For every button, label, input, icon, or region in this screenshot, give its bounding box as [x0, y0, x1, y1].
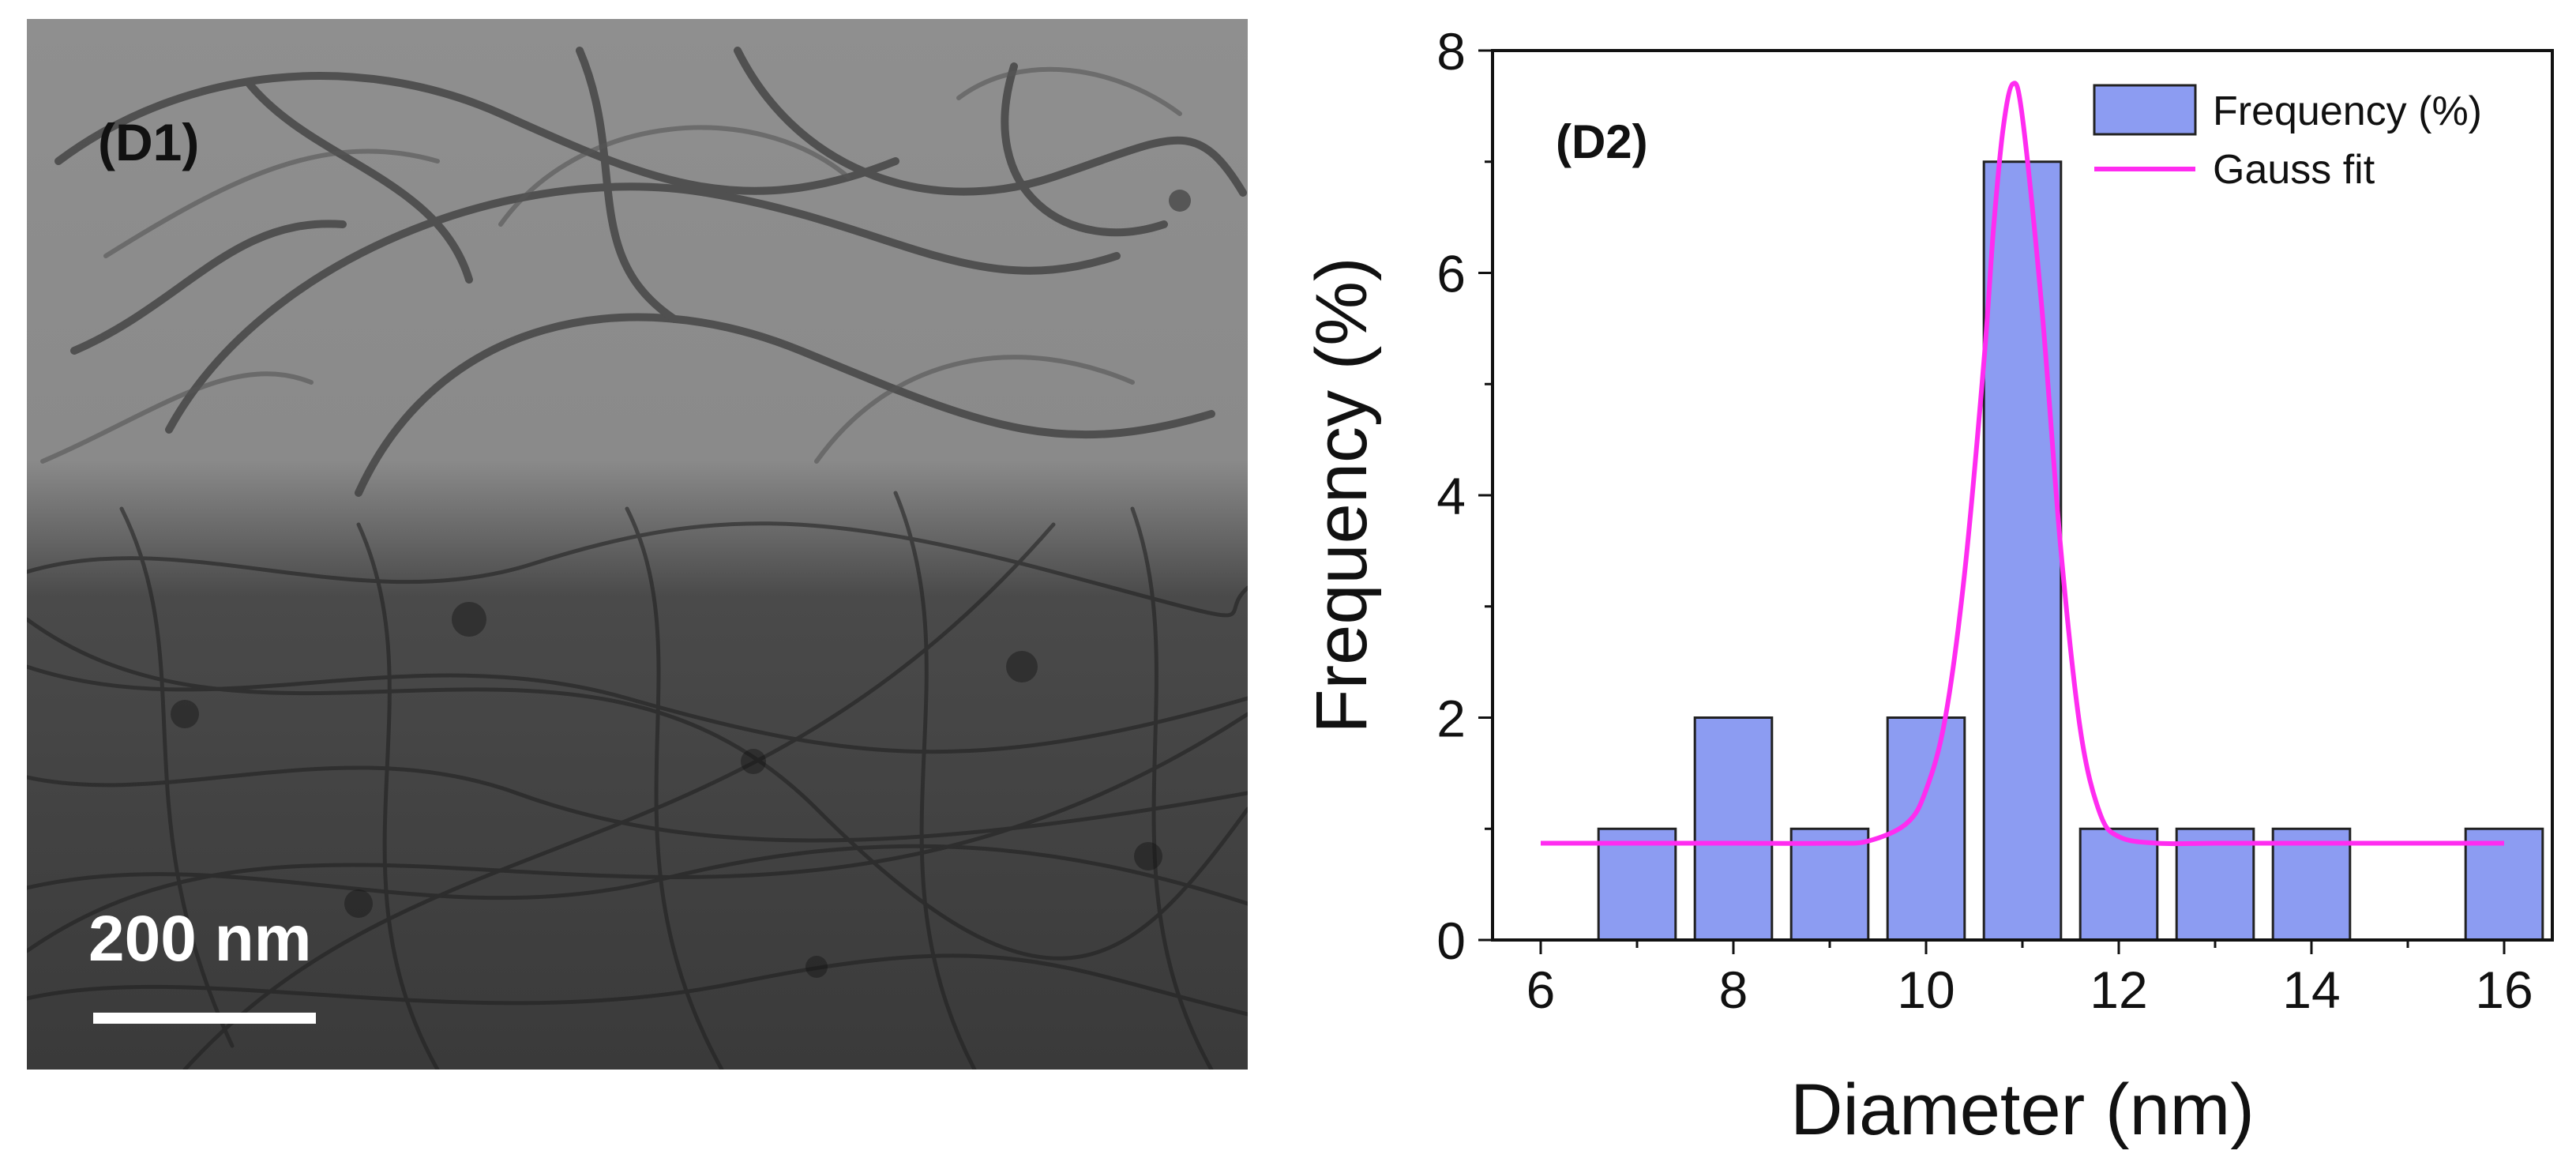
- y-tick-label: 6: [1436, 245, 1466, 303]
- panel-label-d1: (D1): [98, 113, 200, 171]
- diameter-histogram-chart: 6 8 10 12 14 16 0 2 4 6 8 Diameter (nm) Frequency…: [1301, 22, 2554, 1150]
- histogram-bar: [2271, 827, 2352, 942]
- x-tick-label: 14: [2282, 961, 2340, 1019]
- x-tick-label: 6: [1526, 961, 1556, 1019]
- y-tick-label: 8: [1436, 22, 1466, 81]
- legend-label-frequency: Frequency (%): [2213, 88, 2482, 134]
- tem-micrograph: (D1) 200 nm: [27, 19, 1248, 1070]
- bars-layer: [1597, 160, 2544, 942]
- legend-bar-swatch: [2093, 84, 2197, 136]
- scale-bar-label: 200 nm: [88, 903, 312, 975]
- y-axis-label: Frequency (%): [1301, 257, 1382, 733]
- gauss-fit-line: [1541, 81, 2504, 847]
- x-tick-label: 8: [1719, 961, 1748, 1019]
- histogram-bar: [2078, 827, 2159, 942]
- histogram-bar: [1982, 160, 2063, 942]
- y-tick-label: 0: [1436, 912, 1466, 970]
- x-axis-label: Diameter (nm): [1790, 1070, 2255, 1150]
- y-tick-label: 2: [1436, 690, 1466, 748]
- x-tick-label: 10: [1897, 961, 1955, 1019]
- histogram-bar: [1693, 716, 1774, 942]
- x-tick-label: 16: [2475, 961, 2533, 1019]
- histogram-bar: [1789, 827, 1870, 942]
- tem-image: [27, 19, 1248, 1070]
- x-axis-ticks: 6 8 10 12 14 16: [1526, 940, 2533, 1019]
- y-axis-ticks: 0 2 4 6 8: [1436, 22, 1493, 970]
- legend: Frequency (%) Gauss fit: [2093, 84, 2482, 193]
- x-tick-label: 12: [2090, 961, 2147, 1019]
- legend-label-gauss-fit: Gauss fit: [2213, 147, 2375, 193]
- y-tick-label: 4: [1436, 467, 1466, 525]
- scale-bar: [93, 1013, 316, 1024]
- panel-label-d2: (D2): [1556, 115, 1648, 168]
